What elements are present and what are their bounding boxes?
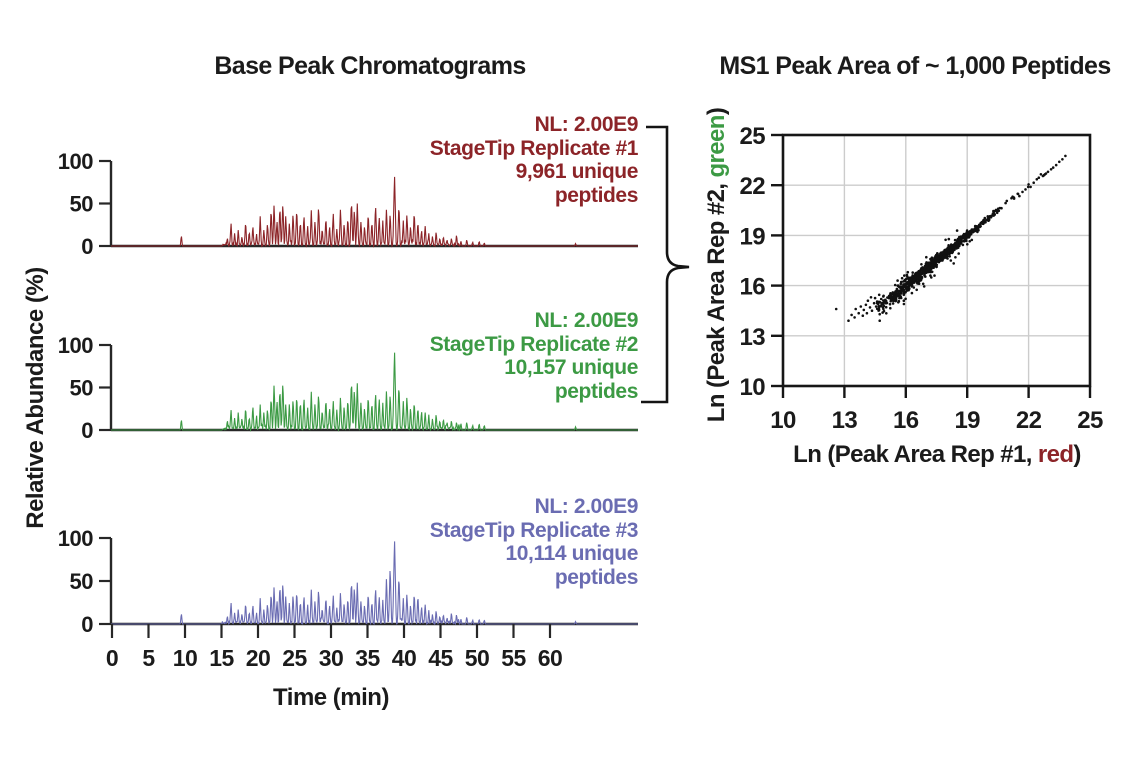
scatter-y-label-suffix: ) — [703, 107, 730, 116]
scatter-y-tick-label: 22 — [740, 173, 766, 200]
scatter-x-tick-label: 16 — [893, 407, 919, 434]
annotation-replicate-name: StageTip Replicate #1 — [429, 136, 639, 160]
scatter-points — [834, 154, 1067, 323]
abundance-tick-label: 50 — [70, 569, 94, 594]
time-tick-label: 60 — [538, 645, 563, 671]
scatter-y-tick-label: 10 — [740, 374, 766, 401]
scatter-y-tick-label: 25 — [740, 123, 766, 150]
chromatogram-trace-1 — [111, 176, 638, 248]
relative-abundance-axis-label: Relative Abundance (%) — [22, 267, 49, 529]
annotation-replicate-1: NL: 2.00E9 StageTip Replicate #1 9,961 u… — [330, 113, 639, 207]
annotation-peptides-word: peptides — [554, 565, 639, 589]
scatter-x-tick-label: 10 — [770, 407, 796, 434]
annotation-peptides-word: peptides — [554, 379, 639, 403]
annotation-nl-scale: NL: 2.00E9 — [534, 495, 639, 518]
time-tick-label: 15 — [209, 645, 234, 671]
annotation-replicate-name: StageTip Replicate #3 — [429, 518, 639, 542]
abundance-tick-label: 0 — [81, 418, 93, 443]
annotation-replicate-3: NL: 2.00E9 StageTip Replicate #3 10,114 … — [330, 495, 639, 589]
abundance-tick-label: 100 — [58, 149, 93, 174]
chromatogram-trace-3 — [111, 541, 638, 626]
scatter-y-axis-label: Ln (Peak Area Rep #2, green) — [703, 108, 731, 422]
annotation-replicate-2: NL: 2.00E9 StageTip Replicate #2 10,157 … — [330, 309, 639, 403]
time-tick-label: 0 — [106, 645, 118, 671]
time-tick-label: 45 — [428, 645, 453, 671]
chromatogram-trace-2 — [111, 352, 638, 432]
scatter-frame — [781, 133, 1092, 388]
annotation-unique-count: 9,961 unique — [515, 160, 639, 183]
chromatograms-title: Base Peak Chromatograms — [214, 52, 526, 80]
time-tick-label: 30 — [319, 645, 344, 671]
chromatogram-panel-1: 100 50 0 — [58, 149, 638, 259]
scatter-x-tick-label: 13 — [832, 407, 858, 434]
scatter-x-label-red-word: red — [1037, 441, 1074, 468]
time-axis-label: Time (min) — [273, 684, 389, 711]
annotation-peptides-word: peptides — [554, 183, 639, 207]
annotation-unique-count: 10,114 unique — [505, 542, 638, 565]
chromatogram-panel-2: 100 50 0 — [58, 333, 638, 443]
time-tick-label: 35 — [355, 645, 380, 671]
time-tick-label: 5 — [142, 645, 155, 671]
time-tick-label: 25 — [282, 645, 307, 671]
time-axis: 0 5 10 15 20 25 30 35 40 45 50 55 60 — [106, 624, 563, 671]
scatter-x-label-prefix: Ln (Peak Area Rep #1, — [793, 441, 1038, 468]
scatter-x-axis-label: Ln (Peak Area Rep #1, red) — [737, 441, 1137, 469]
annotation-replicate-name: StageTip Replicate #2 — [429, 332, 639, 356]
annotation-nl-scale: NL: 2.00E9 — [534, 113, 639, 136]
scatter-y-tick-label: 13 — [740, 324, 766, 351]
abundance-tick-label: 0 — [81, 612, 93, 637]
scatter-y-tick-label: 19 — [740, 223, 766, 250]
time-tick-label: 20 — [246, 645, 271, 671]
time-tick-label: 40 — [392, 645, 417, 671]
brace-connector — [641, 125, 690, 404]
scatter-y-tick-label: 16 — [740, 274, 766, 301]
abundance-tick-label: 100 — [58, 333, 93, 358]
annotation-nl-scale: NL: 2.00E9 — [534, 309, 639, 332]
time-tick-label: 50 — [465, 645, 490, 671]
time-tick-label: 55 — [501, 645, 526, 671]
abundance-tick-label: 50 — [70, 376, 94, 401]
annotation-unique-count: 10,157 unique — [504, 356, 638, 379]
scatter-y-label-green-word: green — [703, 115, 730, 178]
time-tick-label: 10 — [173, 645, 198, 671]
scatter-x-tick-label: 22 — [1016, 407, 1042, 434]
scatter-x-tick-label: 25 — [1077, 407, 1103, 434]
scatter-title: MS1 Peak Area of ~ 1,000 Peptides — [719, 52, 1111, 80]
abundance-tick-label: 50 — [70, 192, 94, 217]
abundance-tick-label: 100 — [58, 526, 93, 551]
scatter-x-tick-label: 19 — [954, 407, 980, 434]
scatter-x-label-suffix: ) — [1073, 441, 1081, 468]
scatter-y-label-prefix: Ln (Peak Area Rep #2, — [703, 177, 730, 423]
abundance-tick-label: 0 — [81, 234, 93, 259]
scatter-plot: 10 13 16 19 22 25 10 13 16 19 22 25 — [740, 123, 1104, 434]
